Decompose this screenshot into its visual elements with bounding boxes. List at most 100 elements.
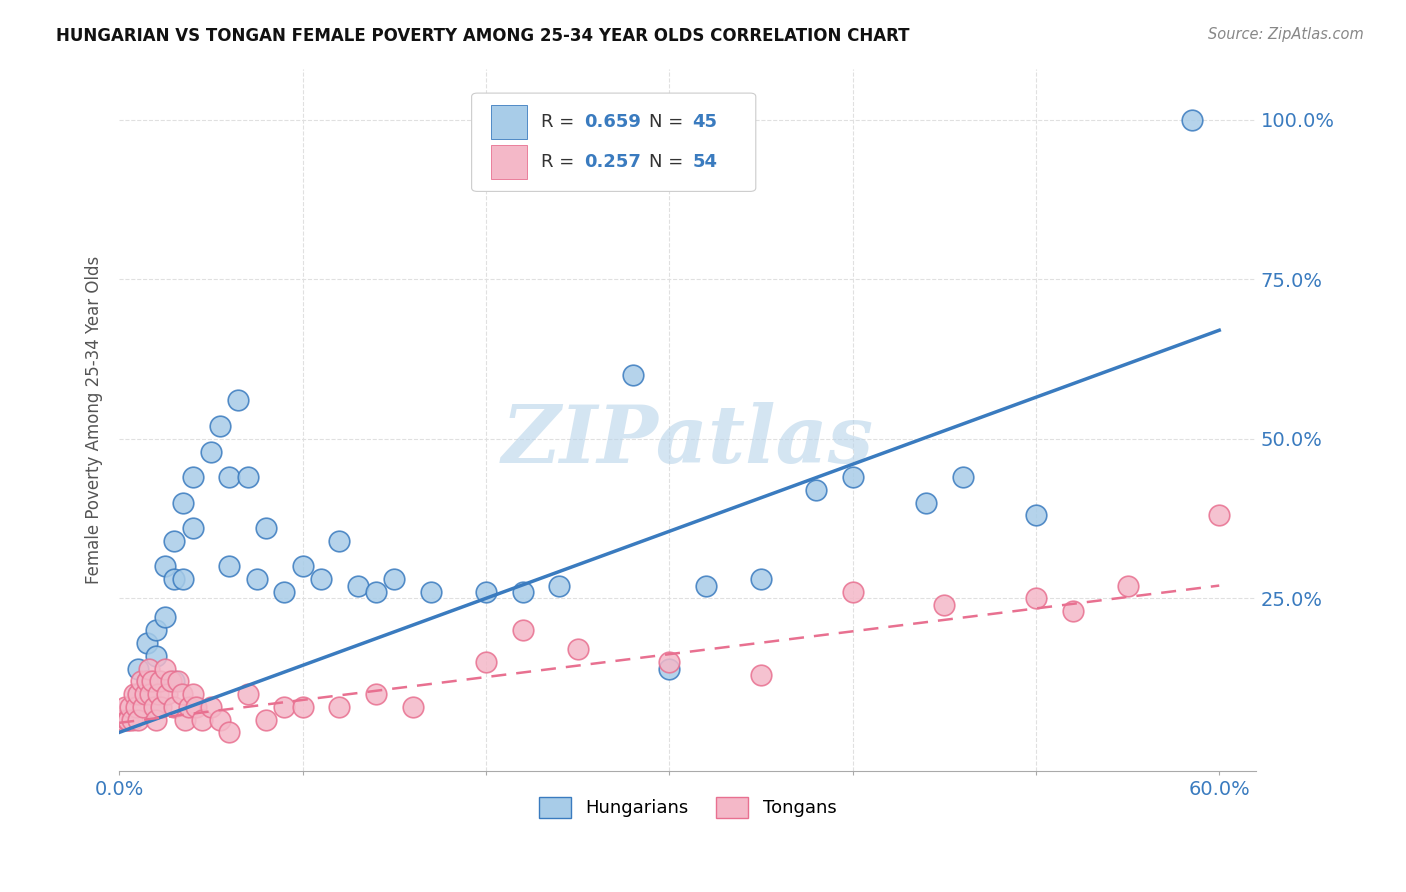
Point <box>132 699 155 714</box>
Point <box>364 585 387 599</box>
Point <box>127 713 149 727</box>
Point <box>419 585 441 599</box>
Point <box>1025 508 1047 523</box>
Y-axis label: Female Poverty Among 25-34 Year Olds: Female Poverty Among 25-34 Year Olds <box>86 255 103 583</box>
Point <box>291 559 314 574</box>
Text: 45: 45 <box>692 113 717 131</box>
Point <box>291 699 314 714</box>
Point <box>172 572 194 586</box>
FancyBboxPatch shape <box>471 93 756 192</box>
Point <box>114 699 136 714</box>
Text: R =: R = <box>541 153 579 171</box>
Point <box>749 668 772 682</box>
Point <box>143 699 166 714</box>
Point <box>170 687 193 701</box>
Point <box>749 572 772 586</box>
Point <box>254 713 277 727</box>
Point <box>401 699 423 714</box>
Point <box>127 687 149 701</box>
Point <box>141 674 163 689</box>
Point <box>236 687 259 701</box>
Point <box>1025 591 1047 606</box>
Point <box>273 585 295 599</box>
Text: Source: ZipAtlas.com: Source: ZipAtlas.com <box>1208 27 1364 42</box>
Point <box>156 687 179 701</box>
Point <box>127 687 149 701</box>
Point <box>364 687 387 701</box>
Point <box>150 699 173 714</box>
Point <box>120 699 142 714</box>
FancyBboxPatch shape <box>491 145 527 179</box>
Point <box>134 687 156 701</box>
Point <box>163 572 186 586</box>
Point <box>200 699 222 714</box>
Point <box>567 642 589 657</box>
Point <box>145 699 167 714</box>
Point <box>1181 112 1204 127</box>
Point <box>218 725 240 739</box>
Point <box>695 578 717 592</box>
Point <box>841 585 863 599</box>
Point <box>186 699 208 714</box>
Point <box>115 713 138 727</box>
Point <box>346 578 368 592</box>
Point <box>1062 604 1084 618</box>
Point <box>149 674 172 689</box>
Point <box>1208 508 1230 523</box>
Point <box>658 655 681 669</box>
Point <box>328 533 350 548</box>
Point <box>512 624 534 638</box>
Point <box>163 674 186 689</box>
Point <box>181 687 204 701</box>
Point <box>177 699 200 714</box>
Point <box>191 713 214 727</box>
Point <box>218 559 240 574</box>
Point <box>138 662 160 676</box>
Point <box>1116 578 1139 592</box>
Point <box>153 559 176 574</box>
Point <box>145 713 167 727</box>
Point <box>174 713 197 727</box>
Point <box>254 521 277 535</box>
Point <box>139 687 162 701</box>
Point <box>122 687 145 701</box>
Point <box>121 713 143 727</box>
Point <box>172 495 194 509</box>
Point <box>135 674 157 689</box>
Point <box>145 648 167 663</box>
Point <box>804 483 827 497</box>
Point <box>382 572 405 586</box>
Point <box>658 662 681 676</box>
Point <box>475 655 498 669</box>
Text: 0.257: 0.257 <box>583 153 641 171</box>
Point <box>934 598 956 612</box>
Point <box>209 419 232 434</box>
Point <box>512 585 534 599</box>
Point <box>952 470 974 484</box>
Point <box>129 674 152 689</box>
Point <box>309 572 332 586</box>
Text: N =: N = <box>650 153 689 171</box>
Point <box>246 572 269 586</box>
Point <box>548 578 571 592</box>
FancyBboxPatch shape <box>491 105 527 139</box>
Point <box>125 699 148 714</box>
Text: 54: 54 <box>692 153 717 171</box>
Point <box>200 444 222 458</box>
Point <box>236 470 259 484</box>
Point <box>146 687 169 701</box>
Point <box>163 699 186 714</box>
Point <box>153 610 176 624</box>
Point <box>475 585 498 599</box>
Text: ZIPatlas: ZIPatlas <box>502 402 873 479</box>
Text: N =: N = <box>650 113 689 131</box>
Point <box>273 699 295 714</box>
Point <box>135 636 157 650</box>
Legend: Hungarians, Tongans: Hungarians, Tongans <box>531 789 844 825</box>
Point <box>167 674 190 689</box>
Text: R =: R = <box>541 113 579 131</box>
Point <box>145 624 167 638</box>
Point <box>181 521 204 535</box>
Point <box>621 368 644 382</box>
Point <box>181 470 204 484</box>
